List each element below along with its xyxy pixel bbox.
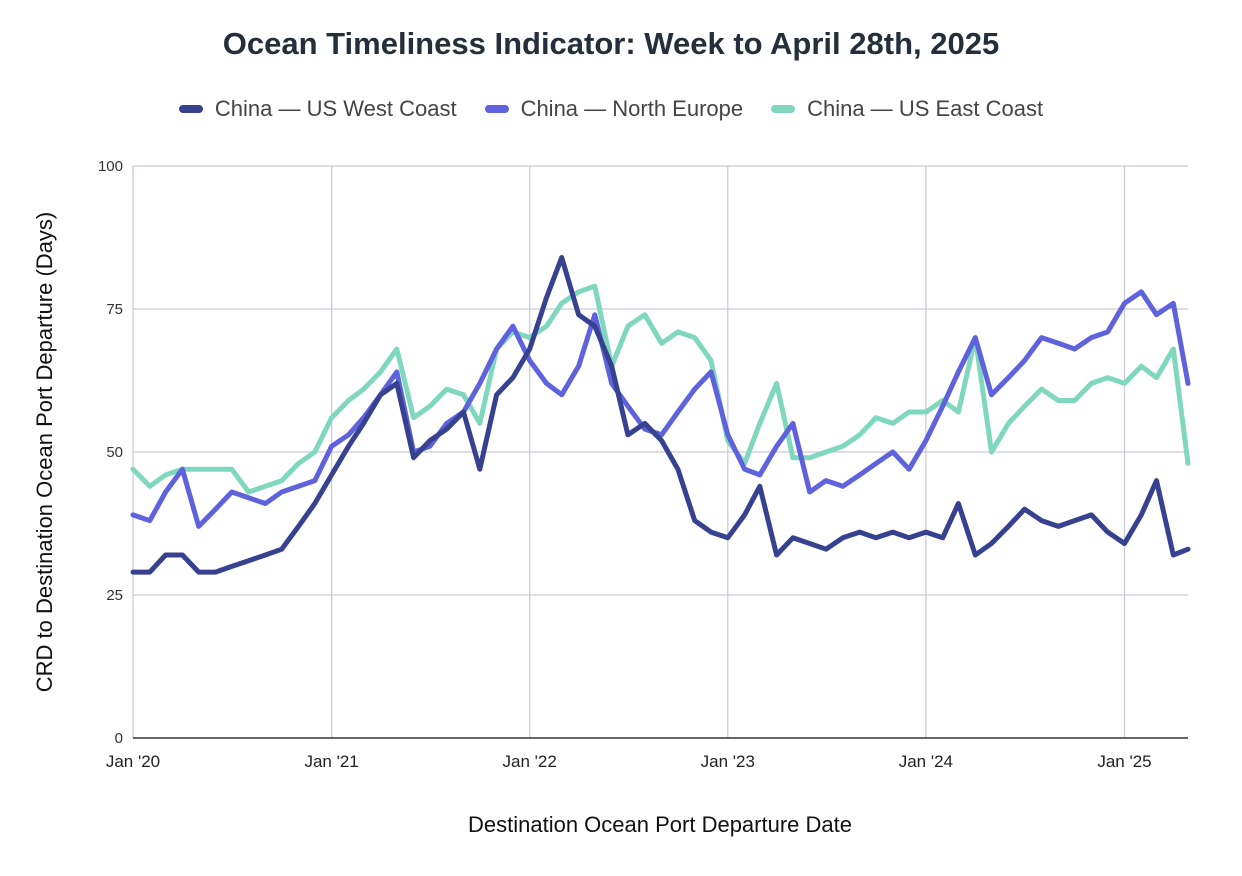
chart-title: Ocean Timeliness Indicator: Week to Apri… xyxy=(222,26,1000,61)
legend-item-us-west-coast[interactable]: China — US West Coast xyxy=(178,96,457,122)
x-axis-label: Destination Ocean Port Departure Date xyxy=(468,812,852,837)
legend-label-north-europe: China — North Europe xyxy=(520,96,744,121)
x-tick-label: Jan '20 xyxy=(106,752,160,771)
gridlines xyxy=(132,165,1188,738)
legend: China — US West Coast China — North Euro… xyxy=(0,96,1222,122)
x-tick-label: Jan '21 xyxy=(304,752,358,771)
y-tick-label: 100 xyxy=(98,158,123,175)
series-line-us-west-coast[interactable] xyxy=(130,255,1191,575)
y-tick-label: 0 xyxy=(115,730,123,747)
y-tick-label: 50 xyxy=(106,444,123,461)
legend-label-us-west-coast: China — US West Coast xyxy=(214,96,457,121)
series-line-north-europe[interactable] xyxy=(130,289,1191,529)
y-tick-label: 25 xyxy=(106,587,123,604)
x-tick-label: Jan '25 xyxy=(1097,752,1151,771)
legend-swatch-us-east-coast xyxy=(771,105,796,113)
legend-item-us-east-coast[interactable]: China — US East Coast xyxy=(771,96,1043,122)
x-axis-ticks: Jan '20 Jan '21 Jan '22 Jan '23 Jan '24 Jan '… xyxy=(106,752,1152,771)
x-tick-label: Jan '22 xyxy=(503,752,557,771)
legend-swatch-us-west-coast xyxy=(178,105,203,113)
x-tick-label: Jan '23 xyxy=(701,752,755,771)
x-tick-label: Jan '24 xyxy=(899,752,953,771)
legend-item-north-europe[interactable]: China — North Europe xyxy=(484,96,744,122)
y-tick-label: 75 xyxy=(106,301,123,318)
legend-swatch-north-europe xyxy=(484,105,509,113)
y-axis-ticks: 0 25 50 75 100 xyxy=(98,158,123,747)
y-axis-label: CRD to Destination Ocean Port Departure … xyxy=(32,212,57,693)
series-line-us-east-coast[interactable] xyxy=(130,283,1191,495)
legend-label-us-east-coast: China — US East Coast xyxy=(807,96,1044,121)
series-lines xyxy=(130,255,1191,575)
